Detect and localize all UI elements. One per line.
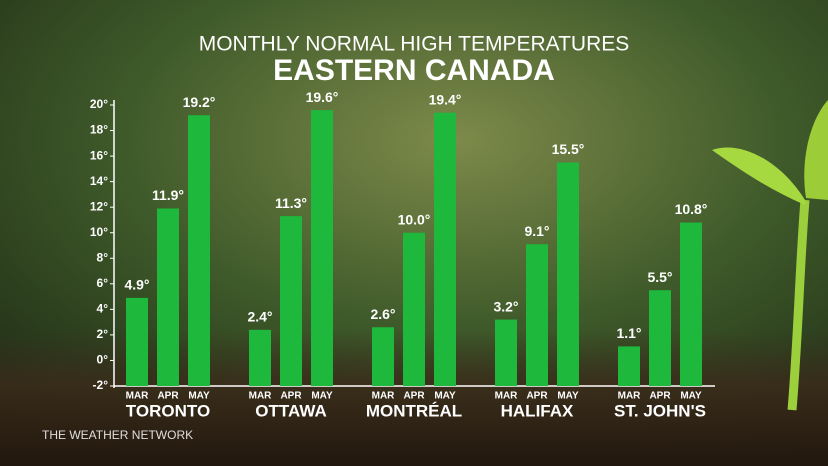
month-label: APR xyxy=(526,391,548,402)
value-label: 19.6° xyxy=(306,89,339,105)
plant-leaf xyxy=(804,100,828,200)
month-label: MAR xyxy=(249,391,273,402)
month-label: APR xyxy=(649,391,671,402)
bar xyxy=(495,319,517,386)
y-tick-label: 12° xyxy=(90,199,108,213)
bar xyxy=(680,222,702,386)
month-label: MAR xyxy=(126,391,150,402)
bar xyxy=(372,327,394,386)
bar xyxy=(526,244,548,386)
value-label: 10.8° xyxy=(675,201,708,217)
y-tick-label: 8° xyxy=(97,250,109,264)
plant-leaf xyxy=(712,147,805,205)
category-label: OTTAWA xyxy=(255,401,326,420)
watermark: THE WEATHER NETWORK xyxy=(42,428,193,442)
month-label: MAY xyxy=(311,391,333,402)
bar xyxy=(249,329,271,386)
y-tick-label: 4° xyxy=(97,302,109,316)
bar xyxy=(126,297,148,386)
bar xyxy=(649,290,671,386)
y-tick-label: -2° xyxy=(93,378,109,392)
value-label: 4.9° xyxy=(124,277,149,293)
bar xyxy=(280,216,302,386)
plant-stem xyxy=(787,199,810,411)
category-label: ST. JOHN'S xyxy=(614,401,706,420)
category-label: HALIFAX xyxy=(501,401,574,420)
y-tick-label: 18° xyxy=(90,123,108,137)
bar xyxy=(434,112,456,386)
value-label: 19.4° xyxy=(429,91,462,107)
chart-title: MONTHLY NORMAL HIGH TEMPERATURES xyxy=(199,33,630,56)
value-label: 2.6° xyxy=(370,306,395,322)
chart-subtitle: EASTERN CANADA xyxy=(273,54,555,87)
y-tick-label: 6° xyxy=(97,276,109,290)
y-tick-label: 2° xyxy=(97,327,109,341)
month-label: MAR xyxy=(495,391,519,402)
bar xyxy=(618,346,640,386)
category-label: TORONTO xyxy=(126,401,210,420)
y-tick-label: 16° xyxy=(90,148,108,162)
month-label: MAY xyxy=(188,391,210,402)
y-tick-label: 10° xyxy=(90,225,108,239)
value-label: 15.5° xyxy=(552,141,585,157)
value-label: 11.3° xyxy=(275,195,307,211)
value-label: 9.1° xyxy=(524,223,549,239)
value-label: 2.4° xyxy=(247,309,272,325)
value-label: 3.2° xyxy=(493,298,518,314)
value-label: 11.9° xyxy=(152,187,184,203)
month-label: MAY xyxy=(557,391,579,402)
value-label: 19.2° xyxy=(183,94,216,110)
bar xyxy=(311,110,333,386)
month-label: APR xyxy=(157,391,179,402)
bar xyxy=(403,232,425,386)
month-label: APR xyxy=(403,391,425,402)
bar xyxy=(188,115,210,386)
bar xyxy=(557,162,579,386)
month-label: MAY xyxy=(680,391,702,402)
value-label: 5.5° xyxy=(647,269,672,285)
bar xyxy=(157,208,179,386)
value-label: 1.1° xyxy=(616,325,641,341)
value-label: 10.0° xyxy=(398,211,431,227)
month-label: MAR xyxy=(372,391,396,402)
y-tick-label: 20° xyxy=(90,97,108,111)
category-label: MONTRÉAL xyxy=(366,401,462,420)
month-label: APR xyxy=(280,391,302,402)
month-label: MAY xyxy=(434,391,456,402)
y-tick-label: 14° xyxy=(90,174,108,188)
y-tick-label: 0° xyxy=(97,353,109,367)
month-label: MAR xyxy=(618,391,642,402)
